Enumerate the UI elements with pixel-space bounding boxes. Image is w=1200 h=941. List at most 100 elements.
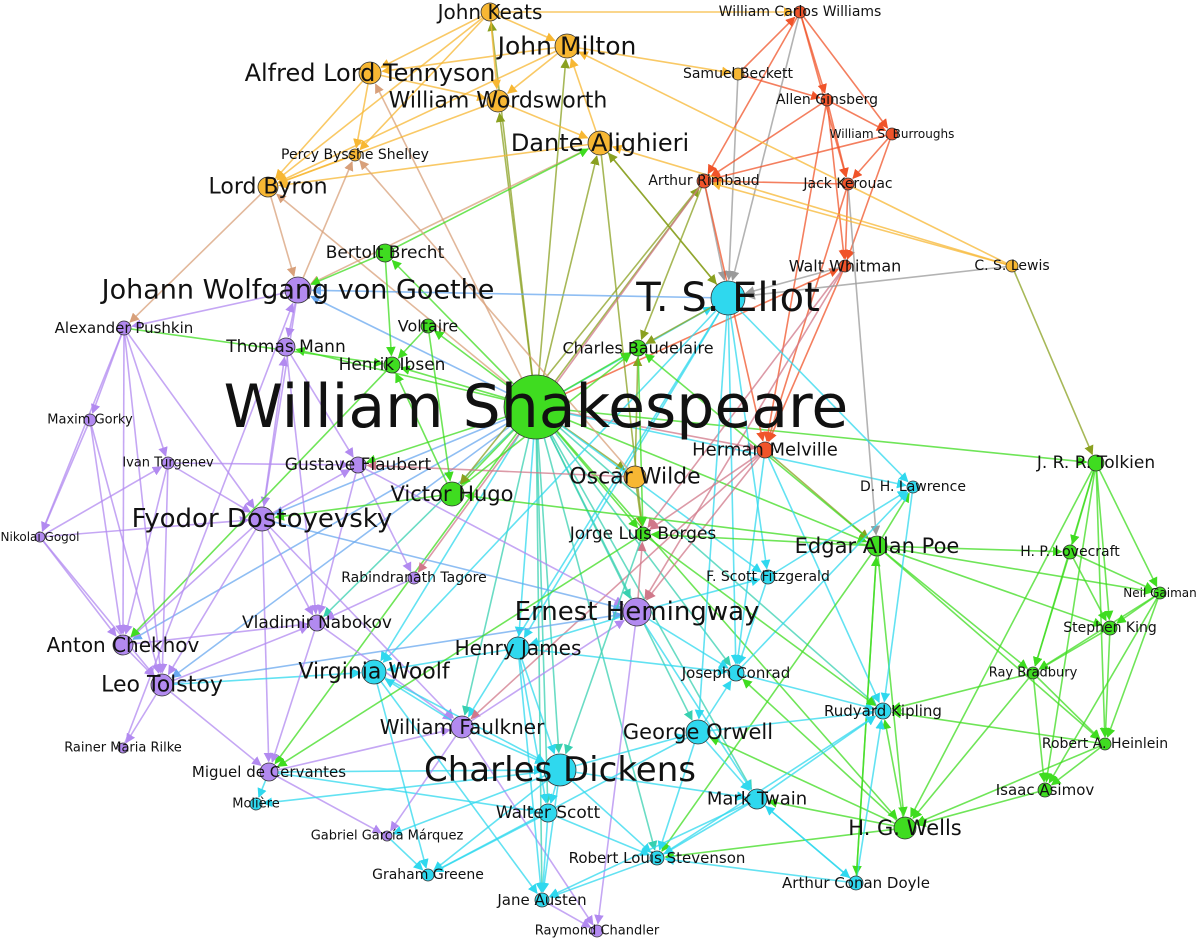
node-austen[interactable] — [534, 892, 550, 908]
node-tagore[interactable] — [407, 571, 421, 585]
node-eliot[interactable] — [710, 280, 746, 316]
node-hjames[interactable] — [506, 636, 530, 660]
node-bradbury[interactable] — [1026, 666, 1040, 680]
node-byron[interactable] — [257, 176, 279, 198]
node-gorky[interactable] — [83, 413, 97, 427]
node-chandler[interactable] — [590, 924, 604, 938]
node-melville[interactable] — [756, 441, 774, 459]
edge-shakespeare-woolf — [380, 406, 537, 662]
edge-eliot-lawrence — [727, 297, 909, 483]
node-shelley[interactable] — [348, 148, 362, 162]
edge-shakespeare-faulkner — [462, 406, 537, 716]
node-shakespeare[interactable] — [503, 374, 569, 440]
node-keats[interactable] — [480, 2, 500, 22]
node-kerouac[interactable] — [841, 177, 855, 191]
node-flaubert[interactable] — [349, 456, 367, 474]
edge-poe-wells — [876, 545, 908, 817]
node-goethe[interactable] — [284, 276, 312, 304]
node-doyle[interactable] — [848, 875, 864, 891]
node-ibsen[interactable] — [383, 356, 401, 374]
node-chekhov[interactable] — [112, 634, 134, 656]
node-woolf[interactable] — [361, 659, 387, 685]
node-label-dante: Dante Alighieri — [511, 129, 689, 157]
node-turgenev[interactable] — [161, 456, 175, 470]
node-beckett[interactable] — [731, 67, 745, 81]
node-kipling[interactable] — [874, 702, 892, 720]
node-lawrence[interactable] — [906, 480, 920, 494]
node-tolstoy[interactable] — [150, 673, 174, 697]
edge-gaiman-asimov — [1048, 592, 1161, 784]
node-stevenson[interactable] — [649, 850, 665, 866]
edge-shakespeare-milton — [535, 58, 570, 408]
edge-shakespeare-lawrence — [535, 406, 907, 489]
edge-melville-kipling — [764, 449, 880, 704]
node-gaiman[interactable] — [1153, 586, 1167, 600]
node-faulkner[interactable] — [450, 715, 474, 739]
node-gogol[interactable] — [34, 531, 46, 543]
node-nabokov[interactable] — [308, 614, 326, 632]
node-ginsberg[interactable] — [820, 93, 834, 107]
node-dostoyevsky[interactable] — [249, 506, 275, 532]
edge-lewis-tolkien — [1011, 265, 1094, 456]
node-label-hugo: Victor Hugo — [391, 482, 514, 506]
node-rilke[interactable] — [117, 742, 129, 754]
node-dickens[interactable] — [543, 753, 577, 787]
node-mann[interactable] — [276, 337, 296, 357]
edge-ginsberg-kerouac — [826, 99, 849, 178]
node-brecht[interactable] — [375, 243, 395, 263]
node-marquez[interactable] — [381, 830, 393, 842]
node-greene[interactable] — [421, 868, 435, 882]
edge-shakespeare-byron — [276, 193, 537, 408]
node-baudelaire[interactable] — [629, 339, 647, 357]
edge-stevenson-austen — [549, 857, 658, 899]
node-borges[interactable] — [635, 526, 651, 542]
node-label-burroughs: William S. Burroughs — [830, 127, 955, 141]
node-milton[interactable] — [554, 33, 580, 59]
node-rimbaud[interactable] — [696, 173, 712, 189]
node-lovecraft[interactable] — [1062, 544, 1078, 560]
edge-ginsberg-melville — [763, 99, 828, 442]
node-whitman[interactable] — [838, 259, 852, 273]
edge-fitzgerald-conrad — [737, 576, 769, 665]
node-wells[interactable] — [893, 816, 917, 840]
node-hugo[interactable] — [439, 481, 465, 507]
node-tolkien[interactable] — [1087, 454, 1105, 472]
edge-burroughs-rimbaud — [711, 133, 893, 182]
edge-whitman-melville — [767, 265, 846, 443]
edge-cervantes-marquez — [268, 771, 383, 834]
node-pushkin[interactable] — [116, 320, 132, 336]
node-wilde[interactable] — [623, 465, 647, 489]
node-asimov[interactable] — [1037, 782, 1053, 798]
node-label-ginsberg: Allen Ginsberg — [776, 92, 878, 108]
node-wcwilliams[interactable] — [793, 5, 807, 19]
edge-keats-tennyson — [380, 11, 491, 69]
edge-rimbaud-hugo — [459, 180, 705, 485]
node-voltaire[interactable] — [420, 318, 436, 334]
node-lewis[interactable] — [1005, 259, 1019, 273]
node-scott[interactable] — [538, 803, 558, 823]
edge-turgenev-chekhov — [123, 462, 169, 635]
edge-woolf-austen — [373, 671, 538, 894]
edge-borges-dickens — [564, 533, 644, 755]
node-moliere[interactable] — [249, 797, 263, 811]
edge-brecht-ibsen — [384, 252, 396, 357]
node-conrad[interactable] — [727, 664, 745, 682]
node-label-mann: Thomas Mann — [225, 337, 345, 357]
node-hemingway[interactable] — [622, 597, 652, 627]
node-wordsworth[interactable] — [486, 89, 510, 113]
node-twain[interactable] — [746, 788, 768, 810]
node-poe[interactable] — [866, 535, 888, 557]
node-label-chekhov: Anton Chekhov — [47, 633, 200, 657]
edge-nabokov-cervantes — [270, 622, 318, 763]
node-orwell[interactable] — [685, 719, 711, 745]
edge-wilde-flaubert — [366, 460, 636, 478]
node-fitzgerald[interactable] — [760, 569, 776, 585]
node-tennyson[interactable] — [358, 61, 382, 85]
node-burroughs[interactable] — [885, 127, 899, 141]
node-label-tolstoy: Leo Tolstoy — [101, 673, 223, 698]
node-label-goethe: Johann Wolfgang von Goethe — [100, 275, 495, 306]
node-heinlein[interactable] — [1098, 737, 1112, 751]
node-king[interactable] — [1102, 620, 1118, 636]
node-dante[interactable] — [587, 130, 613, 156]
node-cervantes[interactable] — [259, 762, 279, 782]
